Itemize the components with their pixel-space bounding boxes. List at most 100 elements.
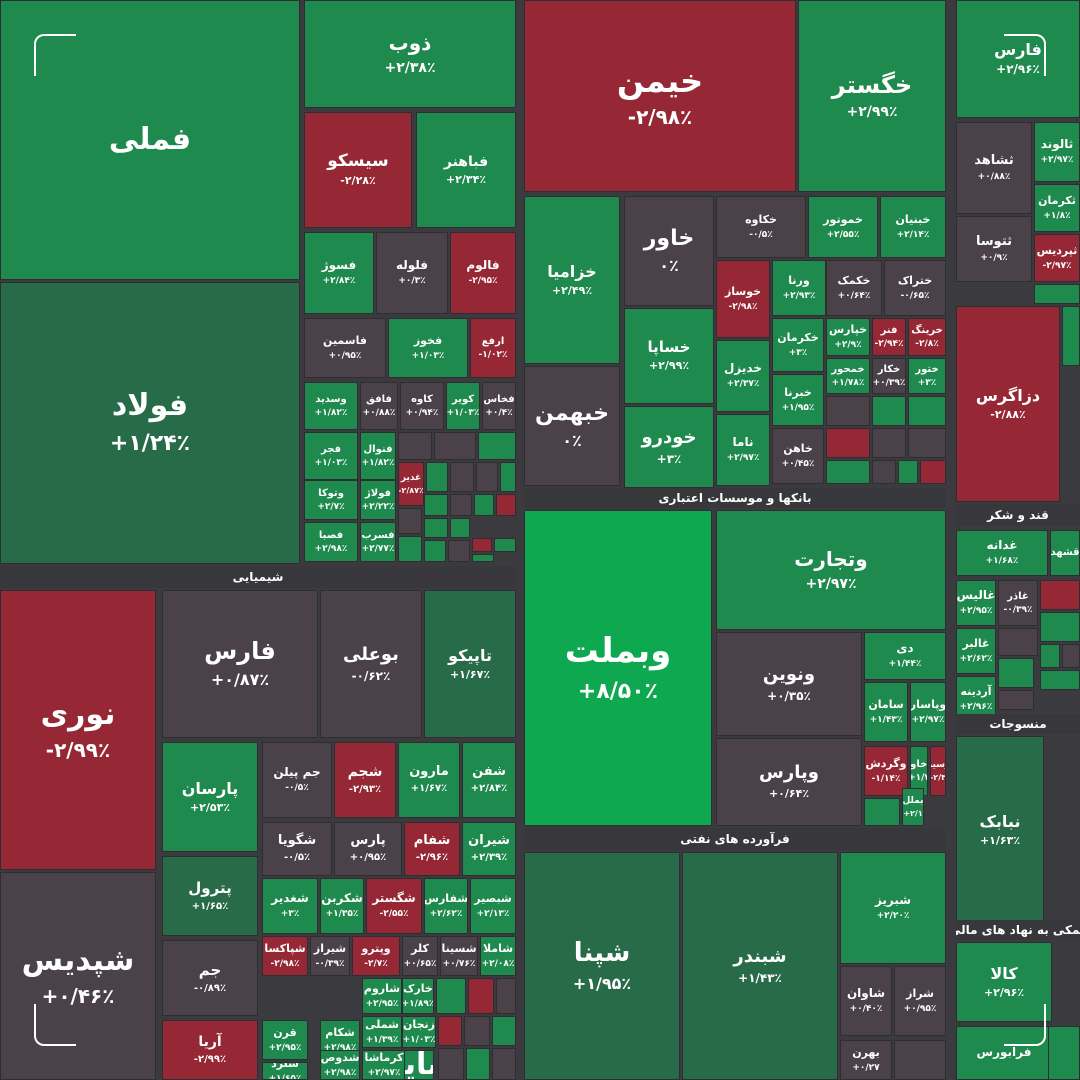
treemap-tile[interactable]: خزامیا +۲/۴۹٪ xyxy=(524,196,620,364)
treemap-tile[interactable]: خارک +۱/۸۹٪ xyxy=(402,978,434,1014)
treemap-tile-small[interactable] xyxy=(474,494,494,516)
treemap-tile-small[interactable] xyxy=(1040,670,1080,690)
treemap-tile-small[interactable] xyxy=(1040,580,1080,610)
treemap-tile[interactable]: فالوم -۲/۹۵٪ xyxy=(450,232,516,314)
treemap-tile-small[interactable] xyxy=(426,462,448,492)
treemap-tile-small[interactable] xyxy=(826,428,870,458)
treemap-tile[interactable]: کاوه +۰/۹۴٪ xyxy=(400,382,444,430)
treemap-tile[interactable]: ثشاهد +۰/۸۸٪ xyxy=(956,122,1032,214)
treemap-tile[interactable]: آریا -۲/۹۹٪ xyxy=(162,1020,258,1080)
treemap-tile-small[interactable] xyxy=(920,460,946,484)
treemap-tile-small[interactable] xyxy=(464,1016,490,1046)
treemap-tile-small[interactable] xyxy=(826,396,870,426)
treemap-tile[interactable]: فخوز +۱/۰۳٪ xyxy=(388,318,468,378)
treemap-tile[interactable]: خدیزل +۲/۳۷٪ xyxy=(716,340,770,412)
treemap-tile-small[interactable] xyxy=(438,1048,464,1080)
treemap-tile[interactable]: نبابک +۱/۶۳٪ xyxy=(956,736,1044,924)
treemap-tile[interactable]: ناما +۲/۹۷٪ xyxy=(716,414,770,486)
treemap-tile-small[interactable] xyxy=(448,540,470,562)
treemap-tile-small[interactable] xyxy=(398,508,422,534)
treemap-tile[interactable]: شدوص +۲/۹۸٪ xyxy=(320,1050,360,1080)
treemap-tile-small[interactable] xyxy=(908,428,946,458)
treemap-tile[interactable]: شاروم +۲/۹۵٪ xyxy=(362,978,402,1014)
treemap-tile-small[interactable] xyxy=(450,518,470,538)
treemap-tile[interactable]: خموتور +۲/۵۵٪ xyxy=(808,196,878,258)
treemap-tile[interactable]: زنجان +۱/۰۳٪ xyxy=(402,1016,436,1048)
treemap-tile[interactable]: شفارس +۲/۶۲٪ xyxy=(424,878,468,934)
treemap-tile-small[interactable] xyxy=(894,1040,946,1080)
treemap-tile[interactable]: وپترو -۲/۷٪ xyxy=(352,936,400,976)
treemap-tile[interactable]: شپدیس +۰/۴۶٪ xyxy=(0,872,156,1080)
treemap-tile[interactable]: فسرب +۲/۷۷٪ xyxy=(360,522,396,562)
treemap-tile[interactable]: فولاد +۱/۲۴٪ xyxy=(0,282,300,564)
treemap-tile[interactable]: ثپردیس -۲/۹۷٪ xyxy=(1034,234,1080,282)
treemap-tile-small[interactable] xyxy=(998,628,1038,656)
treemap-tile-small[interactable] xyxy=(1034,284,1080,304)
treemap-tile[interactable]: قرن +۲/۹۵٪ xyxy=(262,1020,308,1060)
treemap-tile[interactable]: وخاور +۱/۷ xyxy=(910,746,928,796)
treemap-tile[interactable]: شگستر -۲/۵۵٪ xyxy=(366,878,422,934)
treemap-tile[interactable]: شجم -۲/۹۳٪ xyxy=(334,742,396,818)
treemap-tile-small[interactable] xyxy=(1062,306,1080,366)
treemap-tile[interactable]: کرماشا +۲/۹۷٪ xyxy=(362,1050,406,1080)
treemap-tile[interactable]: شراز +۰/۹۵٪ xyxy=(894,966,946,1036)
treemap-tile[interactable]: بملل +۲/۱ xyxy=(902,788,924,826)
treemap-tile[interactable]: تاپیکو +۱/۶۷٪ xyxy=(424,590,516,738)
treemap-tile[interactable]: وتوکا +۲/۷٪ xyxy=(304,480,358,520)
treemap-tile[interactable]: فخاس +۰/۴٪ xyxy=(482,382,516,430)
treemap-tile[interactable]: خبهمن ۰٪ xyxy=(524,366,620,486)
treemap-tile[interactable]: فنر -۲/۹۴٪ xyxy=(872,318,906,356)
treemap-tile[interactable]: شاوان +۰/۴۰٪ xyxy=(840,966,892,1036)
treemap-tile[interactable]: فملی xyxy=(0,0,300,280)
treemap-tile[interactable]: خوساز -۲/۹۸٪ xyxy=(716,260,770,338)
treemap-tile[interactable]: فنوال +۱/۸۲٪ xyxy=(360,432,396,480)
treemap-tile[interactable]: قشهد xyxy=(1050,530,1080,576)
treemap-tile[interactable]: شملی +۱/۳۹٪ xyxy=(362,1016,402,1048)
treemap-tile[interactable]: بهرن +۰/۲۷ xyxy=(840,1040,892,1080)
treemap-tile-small[interactable] xyxy=(424,540,446,562)
treemap-tile-small[interactable] xyxy=(468,978,494,1014)
treemap-tile[interactable]: خرینگ -۲/۸٪ xyxy=(908,318,946,356)
treemap-tile[interactable]: خودرو +۳٪ xyxy=(624,406,714,488)
treemap-tile[interactable]: شگویا -۰/۵٪ xyxy=(262,822,332,876)
treemap-tile[interactable]: کویر +۱/۰۳٪ xyxy=(446,382,480,430)
treemap-tile-small[interactable] xyxy=(1040,612,1080,642)
treemap-tile[interactable]: ذوب +۲/۳۸٪ xyxy=(304,0,516,108)
treemap-tile[interactable]: پترول +۱/۶۵٪ xyxy=(162,856,258,936)
treemap-tile-small[interactable] xyxy=(436,978,466,1014)
treemap-tile[interactable]: پارس +۰/۹۵٪ xyxy=(334,822,402,876)
treemap-tile[interactable]: فارس +۰/۸۷٪ xyxy=(162,590,318,738)
treemap-tile[interactable]: شپاکسا -۲/۹۸٪ xyxy=(262,936,308,976)
treemap-tile-small[interactable] xyxy=(998,690,1034,710)
treemap-tile[interactable]: کلر +۰/۶۵٪ xyxy=(402,936,438,976)
treemap-tile-small[interactable] xyxy=(472,538,492,552)
treemap-tile[interactable]: خاهن +۰/۴۵٪ xyxy=(772,428,824,484)
treemap-tile[interactable]: فباهنر +۲/۳۴٪ xyxy=(416,112,516,228)
treemap-tile[interactable]: خکمک +۰/۶۴٪ xyxy=(826,260,882,316)
treemap-tile[interactable]: وسدید +۱/۸۲٪ xyxy=(304,382,358,430)
treemap-tile[interactable]: خکار +۰/۳۹٪ xyxy=(872,358,906,394)
treemap-tile[interactable]: شفام -۲/۹۶٪ xyxy=(404,822,460,876)
treemap-tile[interactable]: شپنا +۱/۹۵٪ xyxy=(524,852,680,1080)
treemap-tile-small[interactable] xyxy=(500,462,516,492)
treemap-tile[interactable]: ثالوند +۲/۹۷٪ xyxy=(1034,122,1080,182)
treemap-tile[interactable]: خاور ۰٪ xyxy=(624,196,714,306)
treemap-tile-small[interactable] xyxy=(492,1016,516,1046)
treemap-tile[interactable]: نوری -۲/۹۹٪ xyxy=(0,590,156,870)
treemap-tile[interactable]: خگستر +۲/۹۹٪ xyxy=(798,0,946,192)
treemap-tile[interactable]: شبندر +۱/۴۳٪ xyxy=(682,852,838,1080)
treemap-tile[interactable]: خپارس +۲/۹٪ xyxy=(826,318,870,356)
treemap-tile-small[interactable] xyxy=(908,396,946,426)
treemap-tile[interactable]: خبرنا +۱/۹۵٪ xyxy=(772,374,824,426)
treemap-tile[interactable]: فافق +۰/۸۸٪ xyxy=(360,382,398,430)
treemap-tile[interactable]: ختور +۳٪ xyxy=(908,358,946,394)
treemap-tile[interactable]: خکرمان +۳٪ xyxy=(772,318,824,372)
treemap-tile-small[interactable] xyxy=(872,460,896,484)
treemap-tile-small[interactable] xyxy=(450,462,474,492)
treemap-tile-small[interactable] xyxy=(872,396,906,426)
treemap-tile[interactable]: سامان +۱/۴۳٪ xyxy=(864,682,908,742)
treemap-tile[interactable]: فلوله +۰/۳٪ xyxy=(376,232,448,314)
treemap-tile[interactable]: خمحور +۱/۷۸٪ xyxy=(826,358,870,394)
treemap-tile[interactable]: شبریز +۲/۲۰٪ xyxy=(840,852,946,964)
treemap-tile[interactable]: وپارس +۰/۶۴٪ xyxy=(716,738,862,826)
